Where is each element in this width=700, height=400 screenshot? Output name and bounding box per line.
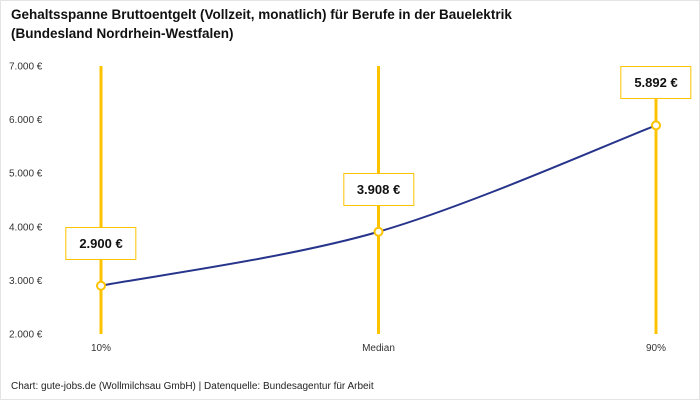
x-axis-tick-label: Median xyxy=(362,343,395,354)
value-label-10th-percentile: 2.900 € xyxy=(65,226,137,260)
data-point-marker xyxy=(651,120,661,131)
y-axis-tick-label: 4.000 € xyxy=(9,222,43,233)
title-line-1: Gehaltsspanne Bruttoentgelt (Vollzeit, m… xyxy=(11,7,512,22)
title-line-2: (Bundesland Nordrhein-Westfalen) xyxy=(11,25,234,41)
y-axis-tick-label: 6.000 € xyxy=(9,115,43,126)
data-point-marker xyxy=(96,280,106,291)
x-axis-tick-label: 90% xyxy=(646,343,666,354)
value-label-median: 3.908 € xyxy=(342,172,415,206)
y-axis-tick-label: 7.000 € xyxy=(9,62,43,73)
y-axis-tick-label: 3.000 € xyxy=(9,276,43,287)
y-axis-tick-label: 2.000 € xyxy=(9,330,43,341)
x-axis-tick-label: 10% xyxy=(91,343,111,354)
y-axis-tick-label: 5.000 € xyxy=(9,169,43,180)
page-title: Gehaltsspanne Bruttoentgelt (Vollzeit, m… xyxy=(11,6,512,44)
data-point-marker xyxy=(373,226,384,237)
chart-source-credit: Chart: gute-jobs.de (Wollmilchsau GmbH) … xyxy=(11,381,374,392)
salary-range-line-chart: 2.000 € 3.000 € 4.000 € 5.000 € 6.000 € 7.000… xyxy=(9,62,666,355)
value-label-90th-percentile: 5.892 € xyxy=(620,66,692,100)
